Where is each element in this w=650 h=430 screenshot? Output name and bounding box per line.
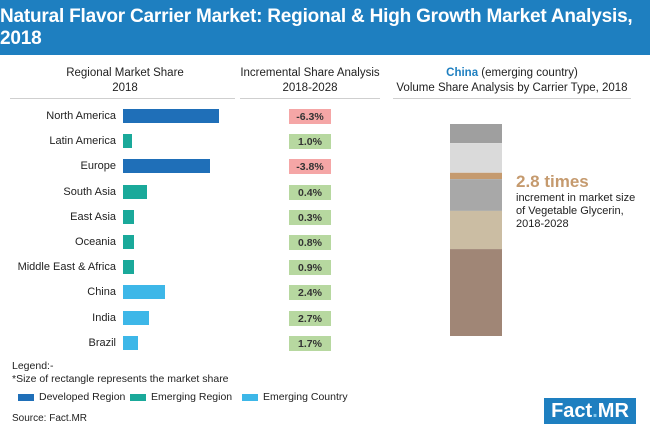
- china-segment-6: [450, 249, 502, 336]
- incremental-value-south-asia: 0.4%: [289, 185, 331, 200]
- factmr-logo: Fact. MR: [544, 398, 636, 424]
- china-header-rest: (emerging country): [478, 67, 578, 79]
- divider-left: [10, 98, 235, 99]
- source-note: Source: Fact.MR: [12, 413, 88, 424]
- logo-right: MR: [597, 399, 629, 422]
- regional-share-header-line2: 2018: [112, 82, 138, 94]
- share-bar-china: [123, 285, 165, 299]
- annotation-text: increment in market size of Vegetable Gl…: [516, 192, 636, 230]
- china-segment-1: [450, 124, 502, 144]
- region-label-india: India: [92, 312, 116, 324]
- china-volume-header: China (emerging country) Volume Share An…: [393, 66, 631, 96]
- china-segment-4: [450, 179, 502, 211]
- legend-emerging-region: Emerging Region: [130, 391, 232, 403]
- legend-swatch-emerging-country: [242, 393, 258, 401]
- china-segment-5: [450, 210, 502, 250]
- share-bar-europe: [123, 159, 210, 173]
- incremental-value-oceania: 0.8%: [289, 235, 331, 250]
- legend-swatch-emerging-region: [130, 393, 146, 401]
- china-stacked-bar: [450, 124, 502, 336]
- logo-dot: .: [592, 399, 598, 422]
- incremental-value-middle-east-africa: 0.9%: [289, 260, 331, 275]
- incremental-value-china: 2.4%: [289, 285, 331, 300]
- region-label-europe: Europe: [80, 160, 116, 172]
- logo-left: Fact: [551, 399, 593, 422]
- incremental-share-header-line2: 2018-2028: [282, 82, 338, 94]
- legend-swatch-developed: [18, 393, 34, 401]
- incremental-share-header: Incremental Share Analysis 2018-2028: [240, 66, 380, 96]
- region-label-middle-east-africa: Middle East & Africa: [17, 261, 116, 273]
- china-segment-3-highlight: [450, 172, 502, 180]
- region-label-east-asia: East Asia: [70, 211, 116, 223]
- region-label-china: China: [87, 286, 116, 298]
- annotation-value: 2.8 times: [516, 172, 589, 191]
- header-banner: Natural Flavor Carrier Market: Regional …: [0, 0, 650, 55]
- legend-note: *Size of rectangle represents the market…: [12, 373, 229, 385]
- region-label-latin-america: Latin America: [49, 135, 116, 147]
- legend-emerging-country: Emerging Country: [242, 391, 348, 403]
- share-bar-india: [123, 311, 149, 325]
- share-bar-south-asia: [123, 185, 147, 199]
- incremental-value-latin-america: 1.0%: [289, 134, 331, 149]
- china-header-line2: Volume Share Analysis by Carrier Type, 2…: [396, 82, 628, 94]
- region-label-oceania: Oceania: [75, 236, 116, 248]
- incremental-value-india: 2.7%: [289, 311, 331, 326]
- legend-label-emerging-region: Emerging Region: [151, 391, 233, 403]
- incremental-value-north-america: -6.3%: [289, 109, 331, 124]
- share-bar-north-america: [123, 109, 219, 123]
- incremental-value-brazil: 1.7%: [289, 336, 331, 351]
- china-segment-2: [450, 143, 502, 173]
- legend-developed: Developed Region: [18, 391, 125, 403]
- china-header-bold: China: [446, 67, 479, 79]
- legend-label-emerging-country: Emerging Country: [263, 391, 348, 403]
- regional-share-header-line1: Regional Market Share: [66, 67, 184, 79]
- legend-title: Legend:-: [12, 360, 54, 372]
- divider-mid: [240, 98, 380, 99]
- legend-label-developed: Developed Region: [39, 391, 126, 403]
- divider-right: [393, 98, 631, 99]
- incremental-value-east-asia: 0.3%: [289, 210, 331, 225]
- incremental-value-europe: -3.8%: [289, 159, 331, 174]
- incremental-share-header-line1: Incremental Share Analysis: [240, 67, 380, 79]
- regional-share-header: Regional Market Share 2018: [60, 66, 190, 96]
- share-bar-brazil: [123, 336, 138, 350]
- region-label-north-america: North America: [46, 110, 116, 122]
- share-bar-oceania: [123, 235, 134, 249]
- region-label-south-asia: South Asia: [63, 186, 116, 198]
- page-title: Natural Flavor Carrier Market: Regional …: [0, 5, 633, 49]
- region-label-brazil: Brazil: [88, 337, 116, 349]
- share-bar-middle-east-africa: [123, 260, 134, 274]
- share-bar-east-asia: [123, 210, 134, 224]
- share-bar-latin-america: [123, 134, 132, 148]
